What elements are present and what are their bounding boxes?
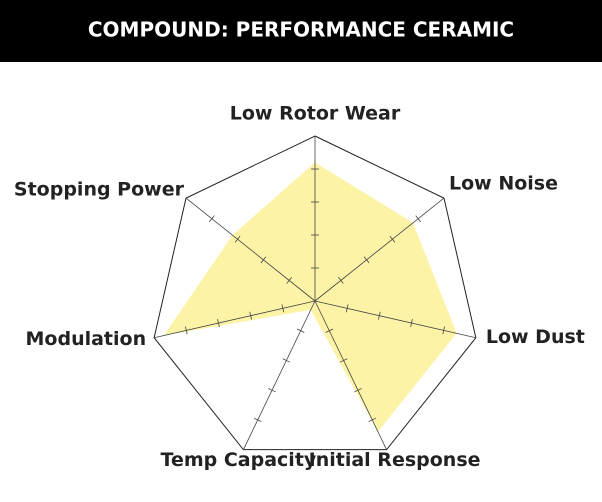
spoke: [154, 300, 316, 339]
tick-mark: [234, 235, 241, 243]
axis-label: Initial Response: [309, 449, 481, 471]
chart-title: COMPOUND: PERFORMANCE CERAMIC: [88, 18, 514, 42]
spoke: [314, 300, 387, 450]
tick-mark: [296, 328, 305, 333]
tick-mark: [286, 277, 293, 284]
axis-label: Low Dust: [486, 326, 585, 348]
tick-mark: [325, 328, 334, 333]
tick-mark: [249, 311, 252, 320]
tick-mark: [378, 311, 381, 320]
tick-mark: [345, 304, 349, 313]
spoke: [243, 300, 316, 450]
frame: [153, 135, 477, 451]
tick-mark: [260, 256, 267, 264]
axis-label: Stopping Power: [14, 179, 185, 201]
tick-mark: [268, 388, 276, 393]
axis-label: Low Rotor Wear: [230, 103, 401, 125]
tick-mark: [389, 235, 396, 243]
tick-mark: [442, 326, 445, 335]
tick-mark: [217, 319, 220, 328]
title-bar: [0, 0, 602, 62]
tick-mark: [185, 326, 188, 335]
tick-mark: [281, 304, 285, 313]
spoke: [314, 300, 476, 339]
axis-label: Modulation: [26, 328, 147, 350]
tick-mark: [368, 417, 377, 423]
spoke: [185, 197, 316, 302]
tick-mark: [282, 358, 291, 363]
tick-mark: [415, 215, 422, 223]
tick-mark: [363, 256, 370, 264]
axis-label: Temp Capacity: [161, 449, 317, 471]
tick-mark: [337, 277, 344, 284]
axis-label: Low Noise: [449, 173, 558, 195]
tick-mark: [253, 417, 262, 423]
spoke: [314, 197, 445, 302]
tick-mark: [208, 215, 215, 223]
tick-mark: [354, 388, 362, 393]
tick-mark: [410, 319, 413, 328]
tick-mark: [339, 358, 348, 363]
